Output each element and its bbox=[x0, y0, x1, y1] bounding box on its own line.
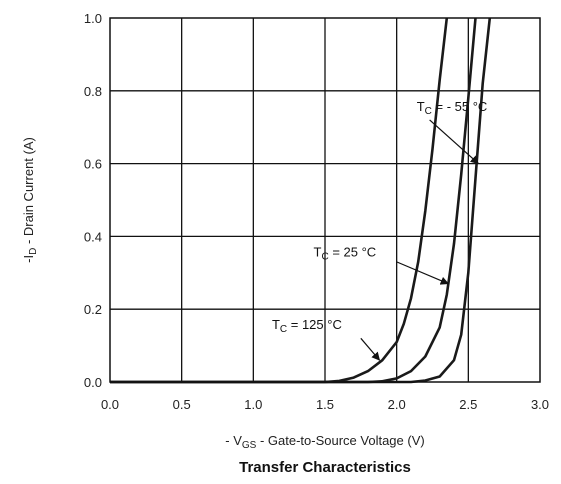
series-label: TC = 125 °C bbox=[272, 317, 342, 335]
y-tick-label: 0.0 bbox=[84, 375, 102, 390]
annotation-arrow bbox=[396, 261, 450, 285]
chart-title: Transfer Characteristics bbox=[239, 459, 411, 476]
x-tick-labels: 0.0 0.5 1.0 1.5 2.0 2.5 3.0 bbox=[101, 397, 549, 412]
y-tick-label: 0.2 bbox=[84, 302, 102, 317]
x-tick-label: 0.5 bbox=[173, 397, 191, 412]
y-axis-title: -ID - Drain Current (A) bbox=[21, 137, 39, 263]
y-tick-label: 0.8 bbox=[84, 84, 102, 99]
x-tick-label: 1.0 bbox=[244, 397, 262, 412]
x-tick-label: 2.5 bbox=[459, 397, 477, 412]
y-tick-labels: 0.0 0.2 0.4 0.6 0.8 1.0 bbox=[84, 11, 102, 390]
y-tick-label: 0.4 bbox=[84, 229, 102, 244]
annotation-arrow bbox=[360, 337, 381, 361]
annotation-arrow bbox=[429, 119, 479, 165]
x-tick-label: 0.0 bbox=[101, 397, 119, 412]
x-tick-label: 3.0 bbox=[531, 397, 549, 412]
series-label: TC = 25 °C bbox=[314, 244, 377, 262]
x-tick-label: 2.0 bbox=[388, 397, 406, 412]
grid-lines bbox=[110, 18, 540, 382]
series-annotations: TC = - 55 °C TC = 25 °C TC = 125 °C bbox=[272, 99, 488, 361]
y-tick-label: 0.6 bbox=[84, 157, 102, 172]
x-axis-title: - VGS - Gate-to-Source Voltage (V) bbox=[225, 433, 424, 451]
series-label: TC = - 55 °C bbox=[417, 99, 488, 117]
plot-frame bbox=[109, 17, 541, 383]
x-tick-label: 1.5 bbox=[316, 397, 334, 412]
series-line bbox=[110, 17, 449, 384]
y-tick-label: 1.0 bbox=[84, 11, 102, 26]
